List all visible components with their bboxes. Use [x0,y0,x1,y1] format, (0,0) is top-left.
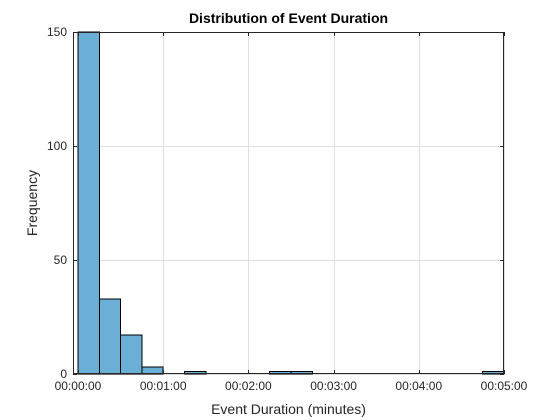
histogram-bar [98,298,122,375]
plot-area-border [73,32,504,374]
x-tick-label: 00:00:00 [55,379,102,393]
y-tick-label: 150 [47,25,67,39]
x-tick-label: 00:03:00 [310,379,357,393]
x-tick-label: 00:01:00 [140,379,187,393]
x-tick-label: 00:04:00 [395,379,442,393]
y-tick-label: 50 [54,253,68,267]
y-tick-label: 0 [60,367,67,381]
histogram-bar [141,366,164,375]
x-axis-label: Event Duration (minutes) [211,401,366,417]
y-axis-label: Frequency [24,170,40,236]
grid-layer [73,32,505,375]
tick-labels-layer: 00:00:00 00:01:00 00:02:00 00:03:00 00:04:00… [47,25,528,393]
histogram-bar [77,31,100,375]
y-tick-label: 100 [47,139,67,153]
x-tick-label: 00:02:00 [225,379,272,393]
bars-layer [77,31,505,375]
chart-title: Distribution of Event Duration [189,10,388,26]
x-tick-label: 00:05:00 [481,379,528,393]
histogram-bar [120,334,143,375]
ticks-layer [73,32,505,375]
